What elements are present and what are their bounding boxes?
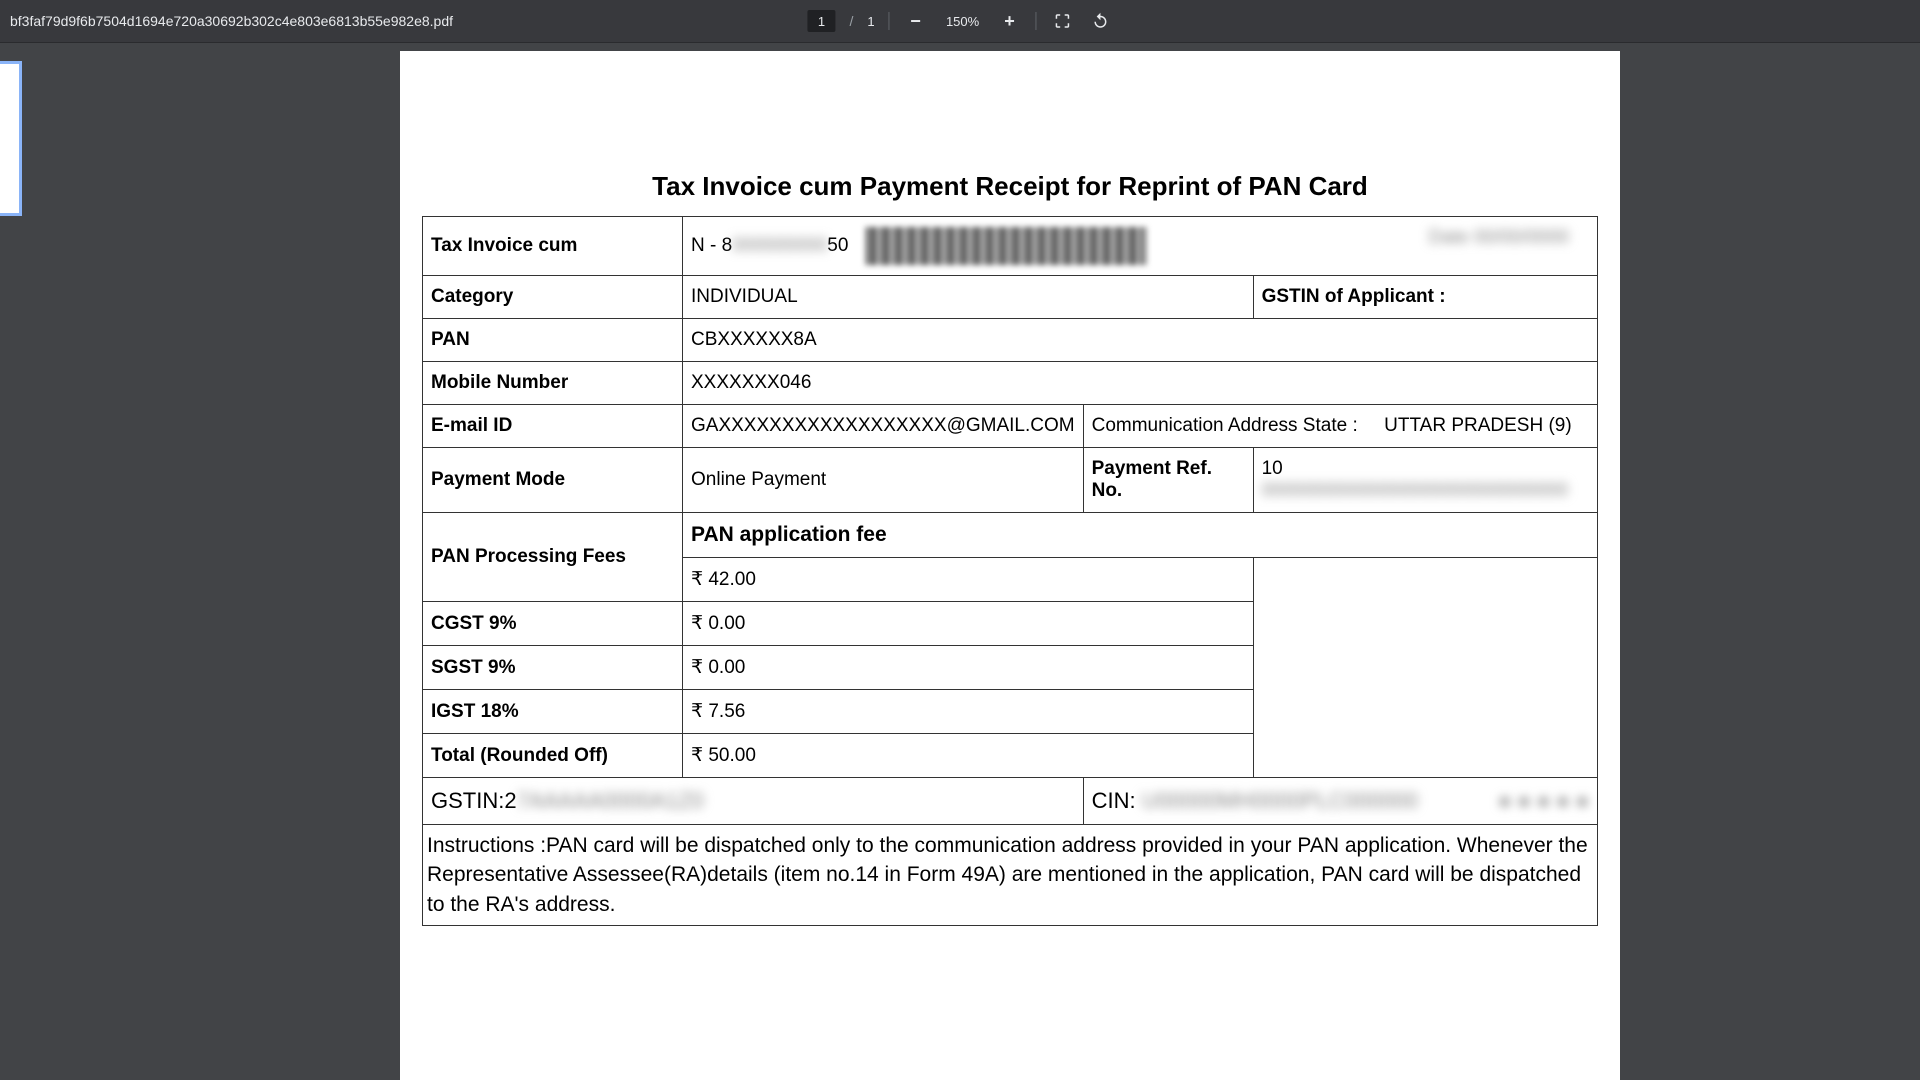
page-thumbnail[interactable] [0,61,22,216]
instructions-text: Instructions :PAN card will be dispatche… [422,825,1598,926]
pdf-page: Tax Invoice cum Payment Receipt for Repr… [400,51,1620,1080]
table-row: GSTIN:27AAAAA0000A1Z0 CIN: U00000MH0000P… [423,778,1598,825]
filename-label: bf3faf79d9f6b7504d1694e720a30692b302c4e8… [10,13,453,29]
gstin-applicant-label: GSTIN of Applicant : [1253,276,1597,319]
table-row: Mobile Number XXXXXXX046 [423,362,1598,405]
email-value: GAXXXXXXXXXXXXXXXXXX@GMAIL.COM [683,405,1084,448]
page-number-input[interactable] [807,10,835,32]
fee-header: PAN application fee [683,513,1598,558]
table-row: Payment Mode Online Payment Payment Ref.… [423,448,1598,513]
sgst-value: ₹ 0.00 [683,646,1254,690]
payment-ref-value: 1000000000000000000000000000000 [1253,448,1597,513]
page-scroll-area[interactable]: Tax Invoice cum Payment Receipt for Repr… [100,43,1920,1080]
payment-ref-label: Payment Ref. No. [1083,448,1253,513]
comm-state-cell: Communication Address State : UTTAR PRAD… [1083,405,1597,448]
tax-invoice-label: Tax Invoice cum [423,217,683,276]
fit-page-icon[interactable] [1051,9,1075,33]
mobile-label: Mobile Number [423,362,683,405]
zoom-out-button[interactable]: − [904,9,928,33]
document-title: Tax Invoice cum Payment Receipt for Repr… [422,171,1598,202]
cgst-value: ₹ 0.00 [683,602,1254,646]
fee-amount: ₹ 42.00 [683,558,1254,602]
thumbnail-panel [0,43,100,1080]
page-separator: / [849,13,853,29]
rotate-icon[interactable] [1089,9,1113,33]
table-row: Tax Invoice cum N - 800000000050 Date 00… [423,217,1598,276]
gstin-cell: GSTIN:27AAAAA0000A1Z0 [423,778,1084,825]
table-row: PAN Processing Fees PAN application fee [423,513,1598,558]
category-value: INDIVIDUAL [683,276,1254,319]
total-value: ₹ 50.00 [683,734,1254,778]
invoice-table: Tax Invoice cum N - 800000000050 Date 00… [422,216,1598,825]
page-total: 1 [867,14,874,29]
divider [889,12,890,30]
sgst-label: SGST 9% [423,646,683,690]
payment-mode-label: Payment Mode [423,448,683,513]
pdf-toolbar: bf3faf79d9f6b7504d1694e720a30692b302c4e8… [0,0,1920,43]
processing-fees-label: PAN Processing Fees [423,513,683,602]
table-row: PAN CBXXXXXX8A [423,319,1598,362]
viewer: Tax Invoice cum Payment Receipt for Repr… [0,43,1920,1080]
divider [1036,12,1037,30]
igst-label: IGST 18% [423,690,683,734]
cin-cell: CIN: U00000MH0000PLC000000 ● ● ● ● ● [1083,778,1597,825]
igst-value: ₹ 7.56 [683,690,1254,734]
zoom-level: 150% [942,14,984,29]
zoom-in-button[interactable]: + [998,9,1022,33]
fee-empty-cell [1253,558,1597,778]
total-label: Total (Rounded Off) [423,734,683,778]
barcode [866,227,1146,265]
pan-label: PAN [423,319,683,362]
mobile-value: XXXXXXX046 [683,362,1598,405]
table-row: Category INDIVIDUAL GSTIN of Applicant : [423,276,1598,319]
payment-mode-value: Online Payment [683,448,1084,513]
tax-invoice-value: N - 800000000050 Date 00/00/0000 [683,217,1598,276]
category-label: Category [423,276,683,319]
email-label: E-mail ID [423,405,683,448]
cgst-label: CGST 9% [423,602,683,646]
table-row: E-mail ID GAXXXXXXXXXXXXXXXXXX@GMAIL.COM… [423,405,1598,448]
pan-value: CBXXXXXX8A [683,319,1598,362]
toolbar-center: / 1 − 150% + [807,9,1112,33]
